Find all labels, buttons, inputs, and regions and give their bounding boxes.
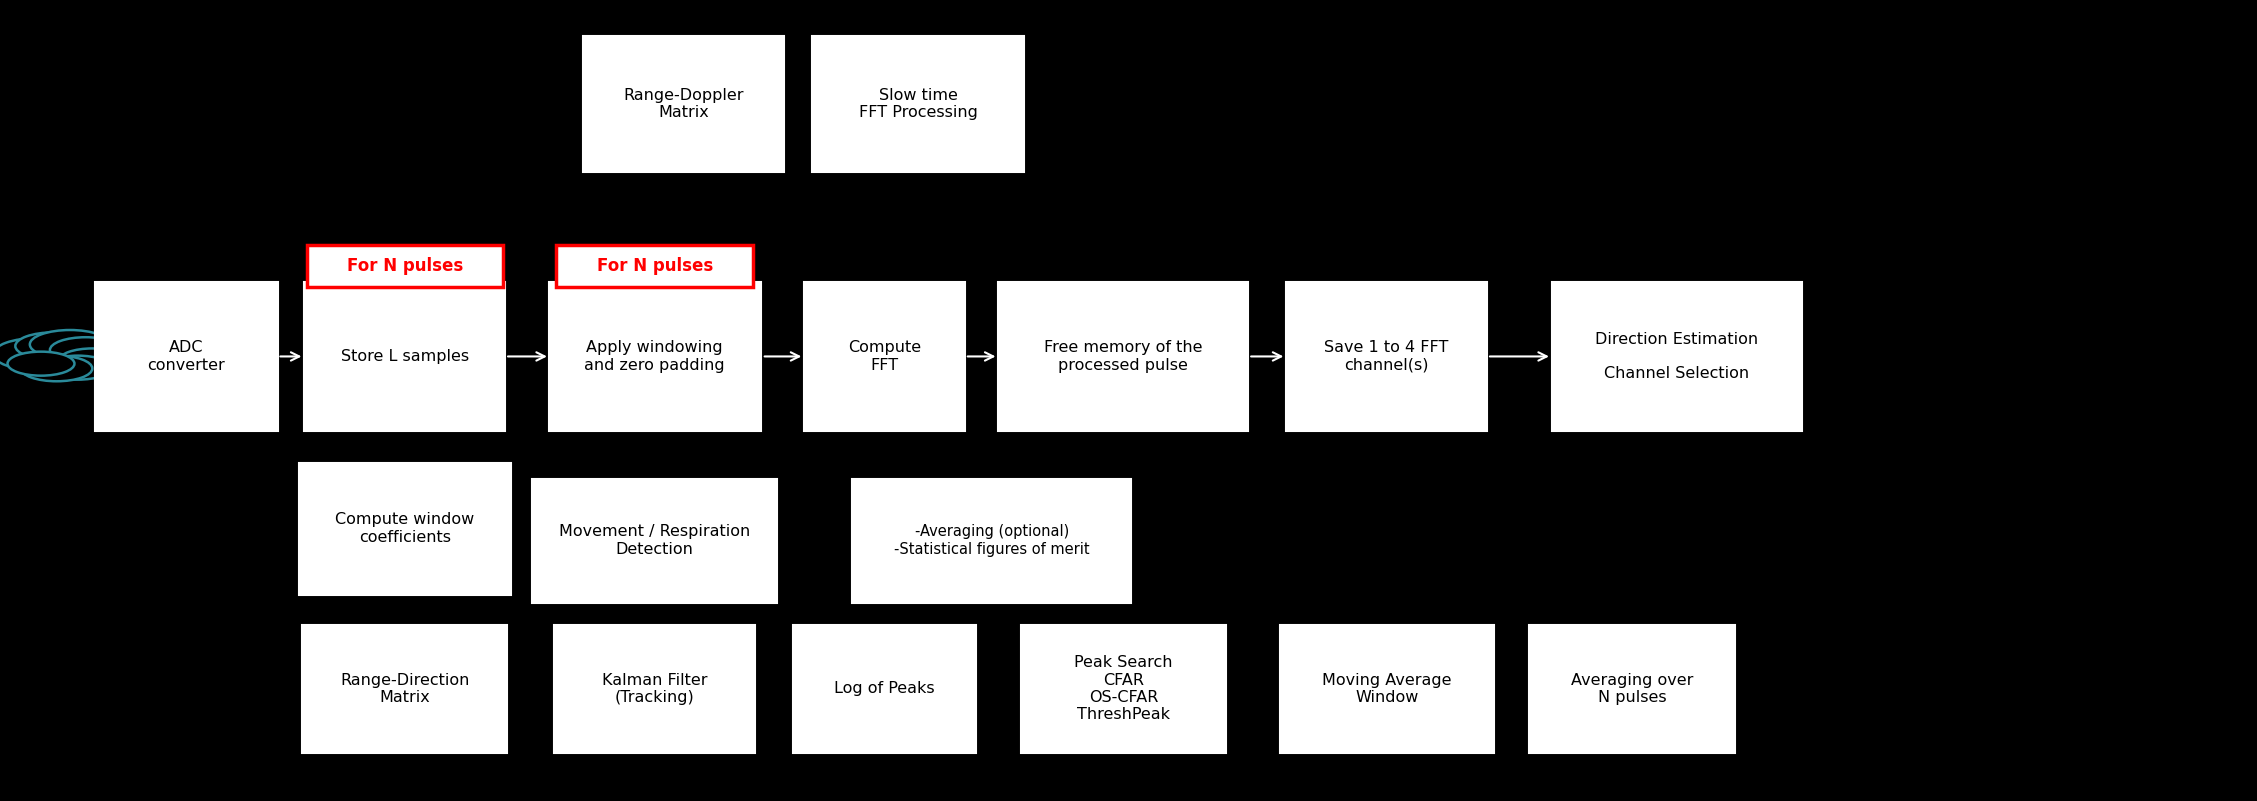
Circle shape <box>45 356 111 380</box>
Text: Slow time
FFT Processing: Slow time FFT Processing <box>858 88 977 120</box>
Text: Range-Direction
Matrix: Range-Direction Matrix <box>341 673 469 705</box>
Text: Direction Estimation

Channel Selection: Direction Estimation Channel Selection <box>1596 332 1758 381</box>
Text: Store L samples: Store L samples <box>341 349 469 364</box>
FancyBboxPatch shape <box>998 283 1248 431</box>
Text: Kalman Filter
(Tracking): Kalman Filter (Tracking) <box>603 673 706 705</box>
FancyBboxPatch shape <box>1553 283 1801 431</box>
FancyBboxPatch shape <box>548 283 761 431</box>
FancyBboxPatch shape <box>803 283 966 431</box>
Text: Range-Doppler
Matrix: Range-Doppler Matrix <box>623 88 745 120</box>
Text: Log of Peaks: Log of Peaks <box>835 682 934 696</box>
Circle shape <box>29 330 111 359</box>
Text: Peak Search
CFAR
OS-CFAR
ThreshPeak: Peak Search CFAR OS-CFAR ThreshPeak <box>1074 655 1174 723</box>
Text: -Averaging (optional)
-Statistical figures of merit: -Averaging (optional) -Statistical figur… <box>894 525 1090 557</box>
FancyBboxPatch shape <box>557 245 754 287</box>
Text: Compute window
coefficients: Compute window coefficients <box>334 513 474 545</box>
Circle shape <box>0 338 81 370</box>
FancyBboxPatch shape <box>555 625 756 753</box>
FancyBboxPatch shape <box>1286 283 1487 431</box>
FancyBboxPatch shape <box>853 479 1131 602</box>
Text: Save 1 to 4 FFT
channel(s): Save 1 to 4 FFT channel(s) <box>1325 340 1449 372</box>
Circle shape <box>59 348 126 372</box>
Circle shape <box>50 337 122 363</box>
FancyBboxPatch shape <box>1020 625 1226 753</box>
FancyBboxPatch shape <box>813 36 1025 172</box>
FancyBboxPatch shape <box>792 625 975 753</box>
Text: Moving Average
Window: Moving Average Window <box>1323 673 1451 705</box>
FancyBboxPatch shape <box>298 462 510 594</box>
Circle shape <box>7 352 74 376</box>
Text: Compute
FFT: Compute FFT <box>849 340 921 372</box>
FancyBboxPatch shape <box>1530 625 1736 753</box>
Text: For N pulses: For N pulses <box>348 257 463 275</box>
Text: Apply windowing
and zero padding: Apply windowing and zero padding <box>585 340 724 372</box>
Circle shape <box>20 356 93 381</box>
FancyBboxPatch shape <box>533 479 776 602</box>
FancyBboxPatch shape <box>95 283 278 431</box>
FancyBboxPatch shape <box>1280 625 1494 753</box>
Text: ADC
converter: ADC converter <box>147 340 226 372</box>
Circle shape <box>16 332 90 360</box>
FancyBboxPatch shape <box>302 625 508 753</box>
Text: For N pulses: For N pulses <box>596 257 713 275</box>
FancyBboxPatch shape <box>582 36 783 172</box>
Text: Free memory of the
processed pulse: Free memory of the processed pulse <box>1045 340 1203 372</box>
Text: Movement / Respiration
Detection: Movement / Respiration Detection <box>560 525 749 557</box>
FancyBboxPatch shape <box>307 245 503 287</box>
Text: Averaging over
N pulses: Averaging over N pulses <box>1571 673 1693 705</box>
FancyBboxPatch shape <box>305 283 506 431</box>
